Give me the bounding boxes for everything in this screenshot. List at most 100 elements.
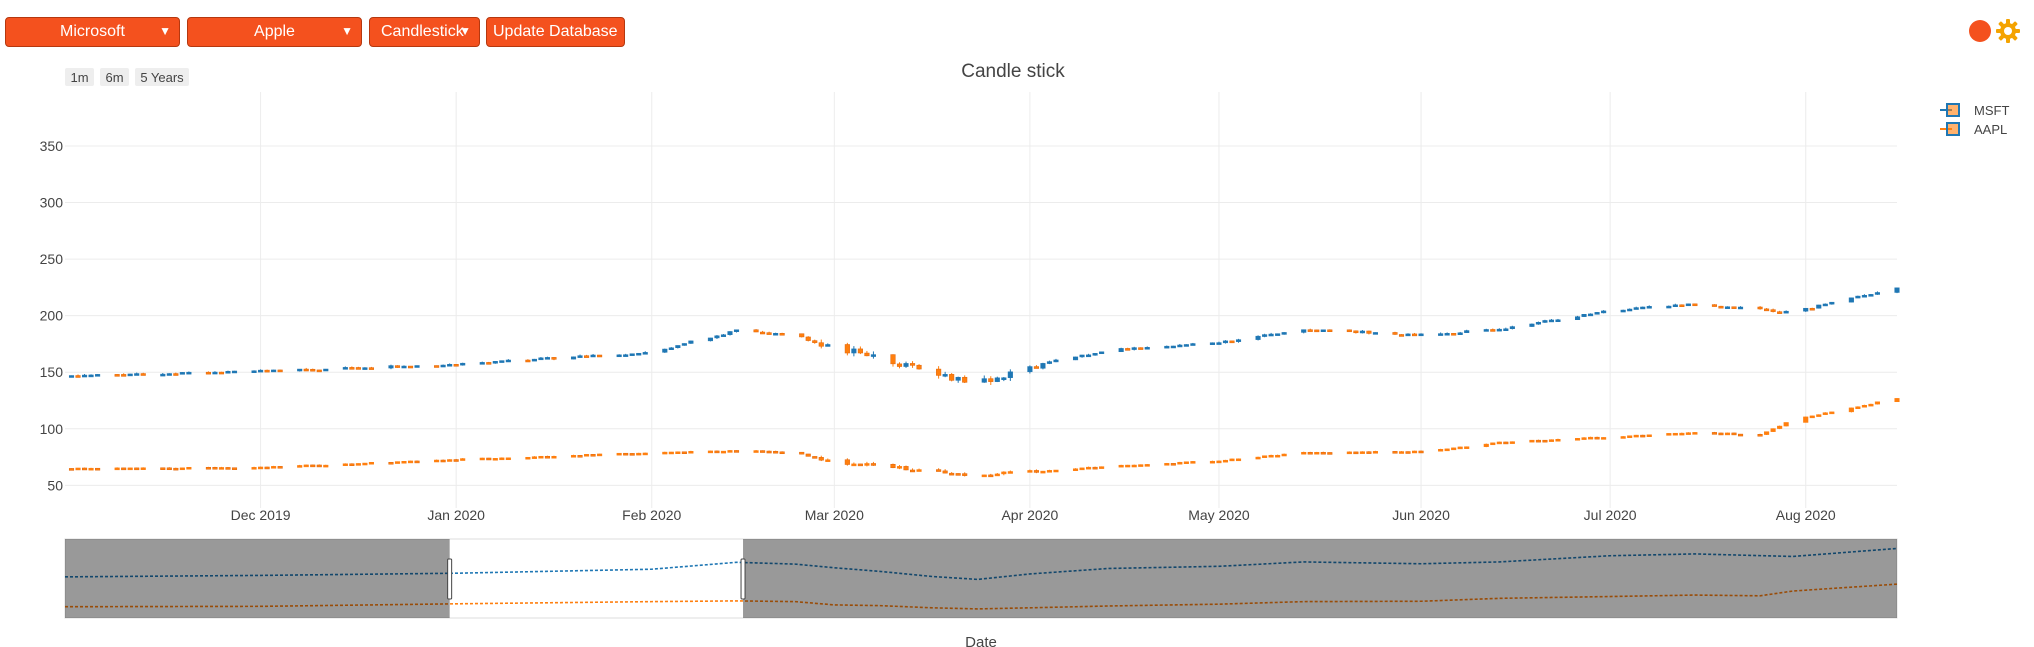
candle-aapl xyxy=(1183,461,1189,464)
candle-aapl xyxy=(1392,451,1398,454)
candle-msft xyxy=(623,354,629,357)
candle-msft xyxy=(310,368,316,372)
candle-msft xyxy=(88,374,94,378)
candle-msft xyxy=(681,343,687,346)
candle-msft xyxy=(597,354,603,358)
candle-aapl xyxy=(531,456,537,459)
x-tick-label: Feb 2020 xyxy=(622,507,681,523)
candle-msft xyxy=(492,361,498,364)
candle-aapl xyxy=(903,466,909,471)
candle-msft xyxy=(955,376,961,381)
stock2-select[interactable]: Apple ▼ xyxy=(187,17,362,47)
candle-aapl xyxy=(1033,470,1039,473)
candle-msft xyxy=(1405,333,1411,337)
candle-aapl xyxy=(121,467,127,471)
candle-msft xyxy=(1737,306,1744,310)
candle-aapl xyxy=(1666,433,1672,436)
candle-msft xyxy=(1235,339,1242,342)
candle-msft xyxy=(251,370,257,373)
candle-msft xyxy=(1666,305,1672,309)
candle-aapl xyxy=(1046,470,1053,473)
candle-msft xyxy=(727,331,733,335)
candle-aapl xyxy=(1275,454,1281,458)
candle-aapl xyxy=(570,455,577,458)
chart-type-select[interactable]: Candlestick ▼ xyxy=(369,17,480,47)
candle-msft xyxy=(114,374,120,377)
candle-aapl xyxy=(766,450,772,454)
candle-aapl xyxy=(590,454,596,457)
candle-msft xyxy=(1542,320,1548,323)
range-button-6m[interactable]: 6m xyxy=(100,68,129,86)
candle-msft xyxy=(936,368,942,376)
candle-msft xyxy=(1770,309,1776,312)
rangeslider-handle xyxy=(740,558,746,600)
candle-msft xyxy=(668,347,674,350)
stock1-select[interactable]: Microsoft ▼ xyxy=(5,17,180,47)
candle-aapl xyxy=(460,458,466,461)
candle-aapl xyxy=(1692,432,1698,435)
x-tick-label: Dec 2019 xyxy=(231,507,291,523)
candle-aapl xyxy=(1737,433,1744,437)
candle-msft xyxy=(1894,287,1900,293)
candle-aapl xyxy=(1555,439,1561,442)
range-button-1m[interactable]: 1m xyxy=(65,68,94,86)
candle-aapl xyxy=(981,474,987,478)
candle-aapl xyxy=(1685,432,1691,435)
candle-msft xyxy=(1633,307,1639,310)
chevron-down-icon: ▼ xyxy=(459,24,471,38)
candle-msft xyxy=(870,354,876,357)
candle-aapl xyxy=(890,463,896,469)
candle-msft xyxy=(212,371,218,375)
candle-aapl xyxy=(1777,425,1783,429)
candle-aapl xyxy=(186,466,192,470)
candle-aapl xyxy=(864,463,870,466)
candle-msft xyxy=(460,362,466,366)
update-database-button[interactable]: Update Database xyxy=(486,17,625,47)
candle-msft xyxy=(577,355,583,358)
candle-msft xyxy=(779,333,785,336)
candle-msft xyxy=(531,358,537,362)
candle-msft xyxy=(75,375,81,378)
x-tick-label: Apr 2020 xyxy=(1001,507,1058,523)
candle-msft xyxy=(525,359,531,363)
candle-aapl xyxy=(1327,452,1333,455)
candle-msft xyxy=(799,333,805,338)
candle-msft xyxy=(271,369,277,373)
candle-aapl xyxy=(492,458,498,461)
candle-msft xyxy=(414,365,420,368)
candle-aapl xyxy=(82,467,88,471)
stock1-value: Microsoft xyxy=(60,23,125,40)
candle-aapl xyxy=(505,457,511,461)
candle-msft xyxy=(1275,333,1281,336)
candle-aapl xyxy=(1809,415,1815,419)
candle-aapl xyxy=(303,464,309,468)
candle-msft xyxy=(1359,330,1365,334)
candle-msft xyxy=(994,377,1000,382)
range-button-5-years[interactable]: 5 Years xyxy=(135,68,189,86)
candle-msft xyxy=(1490,329,1496,332)
candle-aapl xyxy=(753,450,759,453)
record-dot-icon[interactable] xyxy=(1969,20,1991,42)
candle-aapl xyxy=(727,450,733,453)
gear-icon[interactable] xyxy=(1995,18,2021,44)
candle-aapl xyxy=(225,467,231,470)
candle-aapl xyxy=(88,467,94,471)
candle-msft xyxy=(851,348,857,354)
candle-aapl xyxy=(1144,464,1150,467)
candle-aapl xyxy=(551,456,557,459)
candle-aapl xyxy=(114,467,120,471)
candle-aapl xyxy=(1007,471,1013,474)
rangeslider-background xyxy=(64,538,1898,619)
y-tick-label: 100 xyxy=(40,421,64,437)
candle-msft xyxy=(662,348,668,353)
candle-msft xyxy=(1731,306,1737,309)
candle-aapl xyxy=(681,451,687,454)
candle-msft xyxy=(1816,304,1822,309)
candle-msft xyxy=(1418,333,1424,337)
candle-aapl xyxy=(1262,455,1268,458)
candle-msft xyxy=(1040,363,1046,369)
candle-msft xyxy=(1574,316,1581,320)
candle-aapl xyxy=(707,450,713,454)
candle-aapl xyxy=(1457,446,1463,450)
candle-msft xyxy=(1125,348,1131,351)
